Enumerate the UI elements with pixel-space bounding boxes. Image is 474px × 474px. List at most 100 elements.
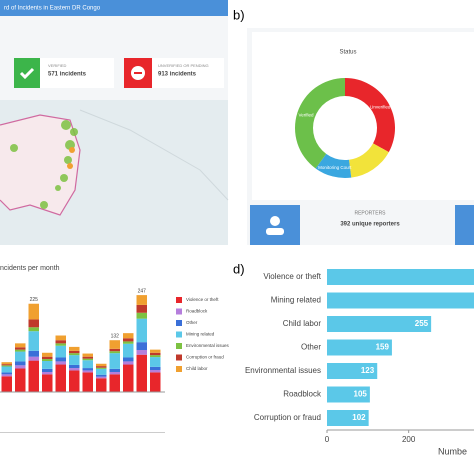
legend-label: Mining related: [186, 332, 215, 337]
bar-segment: [15, 349, 26, 352]
value-label: 159: [376, 343, 390, 352]
bar-segment: [15, 368, 26, 392]
bar-segment: [28, 356, 39, 361]
bar-segment: [15, 351, 26, 362]
person-body: [266, 228, 284, 235]
bars: [327, 269, 474, 426]
bar: [327, 292, 474, 309]
bar-segment: [28, 319, 39, 328]
legend-label: Environmental issues: [186, 343, 230, 348]
legend-swatch: [176, 354, 182, 361]
bar-segment: [42, 352, 53, 357]
panel-label: b): [233, 7, 245, 22]
bar-segment: [96, 363, 107, 367]
bar-segment: [123, 361, 134, 365]
bar-segment: [150, 355, 161, 358]
bar-segment: [109, 348, 120, 352]
legend-swatch: [176, 320, 182, 326]
bar-segment: [109, 340, 120, 349]
total-label: 247: [138, 288, 147, 294]
chart-title: ncidents per month: [0, 265, 60, 272]
header-title: rd of Incidents in Eastern DR Congo: [4, 6, 101, 12]
bar-segment: [136, 350, 147, 355]
bar-segment: [82, 372, 93, 392]
legend-swatch: [176, 308, 182, 315]
bar-segment: [1, 372, 12, 375]
bar-segment: [123, 343, 134, 358]
bar-segment: [150, 349, 161, 353]
legend-swatch: [176, 343, 182, 349]
bar-segment: [150, 352, 161, 356]
bar-segment: [96, 368, 107, 375]
bar-segment: [1, 376, 12, 392]
bar-segment: [136, 304, 147, 313]
bar-segment: [82, 368, 93, 371]
bar: [327, 316, 432, 332]
panel-label: d): [233, 261, 245, 276]
bar-segment: [82, 358, 93, 361]
total-label: 225: [30, 297, 39, 303]
bar-segment: [1, 362, 12, 365]
bar-segment: [69, 353, 80, 356]
donut-segment: [295, 78, 345, 169]
y-tick-label: Corruption or fraud: [254, 413, 321, 422]
verified-label: VERIFIED: [48, 63, 67, 68]
y-tick-label: Mining related: [271, 296, 321, 305]
map-road: [79, 109, 229, 201]
bar-segment: [55, 335, 66, 341]
bar-segment: [136, 342, 147, 351]
check-icon: [19, 67, 35, 80]
bar-segment: [1, 364, 12, 366]
bar-segment: [96, 376, 107, 379]
reporters-title: REPORTERS: [354, 210, 386, 216]
segment-label: Monitoring Court: [318, 165, 352, 170]
bar-segment: [96, 374, 107, 377]
bar-segment: [109, 351, 120, 354]
bar-segment: [136, 295, 147, 305]
stop-bar: [134, 72, 142, 74]
bar-segment: [28, 303, 39, 320]
bar-segment: [109, 353, 120, 369]
legend-swatch: [176, 297, 182, 303]
value-label: 105: [354, 390, 368, 399]
person-icon: [270, 216, 280, 226]
bar-segment: [96, 366, 107, 368]
bar-segment: [55, 364, 66, 392]
bar-segment: [42, 374, 53, 392]
legend-swatch: [176, 366, 182, 372]
donut-segment: [345, 78, 395, 153]
bar-segment: [1, 365, 12, 367]
bar-segment: [28, 360, 39, 392]
y-tick-label: Environmental issues: [245, 366, 321, 375]
mini-axis: [0, 432, 165, 433]
bar-segment: [55, 357, 66, 362]
legend-swatch: [176, 331, 182, 338]
bar-segment: [1, 366, 12, 373]
legend-label: Other: [186, 320, 198, 325]
bar-segment: [123, 364, 134, 392]
chart-title: Status: [339, 50, 356, 56]
bar-segment: [150, 370, 161, 373]
bar-segment: [82, 370, 93, 373]
bar-segment: [15, 347, 26, 350]
bar-segment: [69, 355, 80, 365]
bar-segment: [136, 354, 147, 392]
bar-segment: [82, 356, 93, 359]
y-tick-label: Child labor: [283, 319, 322, 328]
donut-segment: [349, 143, 389, 178]
reporters-count: 392 unique reporters: [340, 222, 400, 228]
bar-segment: [28, 327, 39, 332]
legend-label: Corruption or fraud: [186, 355, 224, 360]
bar-segment: [55, 343, 66, 346]
bar-segment: [42, 371, 53, 375]
legend-label: Violence or theft: [186, 297, 219, 302]
bar-segment: [96, 367, 107, 369]
side-card: [455, 205, 474, 245]
header-bar: [0, 0, 228, 16]
legend-label: Child labor: [186, 366, 208, 371]
value-label: 255: [415, 319, 429, 328]
y-tick-label: Other: [301, 343, 321, 352]
segment-label: Unverified: [370, 104, 391, 109]
bar-segment: [15, 361, 26, 366]
